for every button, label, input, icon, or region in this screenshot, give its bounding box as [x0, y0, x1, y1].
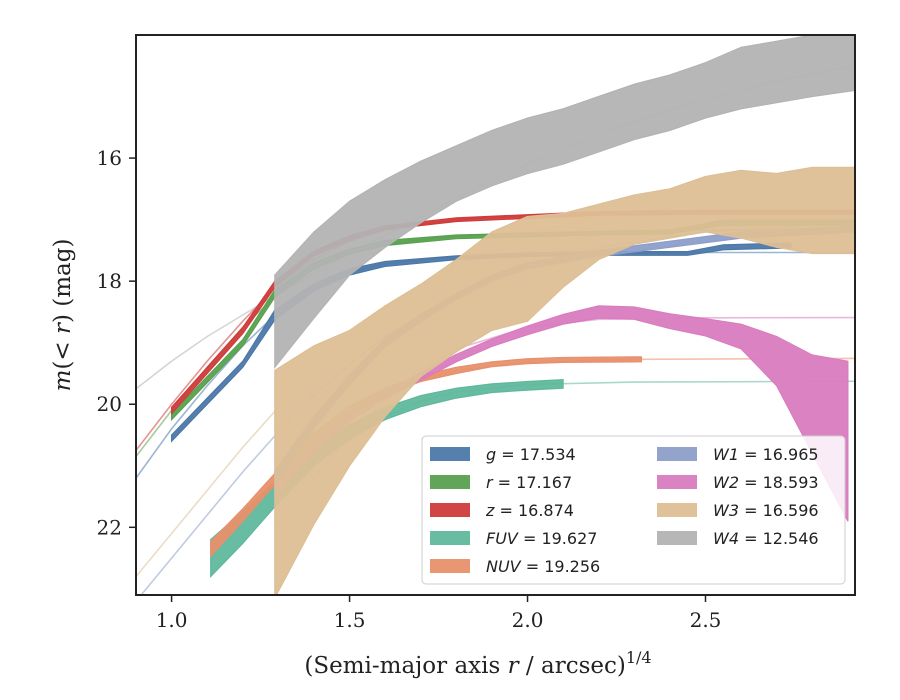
legend-swatch-w3: [657, 503, 697, 517]
x-axis-label: (Semi-major axis r / arcsec)1/4: [304, 648, 651, 679]
legend-swatch-fuv: [430, 531, 470, 545]
legend-label-fuv: FUV = 19.627: [486, 529, 597, 548]
legend-label-g: g = 17.534: [486, 445, 576, 464]
data-band-w3: [274, 166, 855, 595]
data-band-w2: [274, 305, 849, 522]
data-bands: [171, 35, 855, 595]
legend-swatch-w4: [657, 531, 697, 545]
x-axis-ticks: 1.0 1.5 2.0 2.5: [156, 595, 722, 632]
y-axis-ticks: 16 18 20 22: [97, 146, 136, 539]
legend-label-nuv: NUV = 19.256: [486, 557, 600, 576]
data-band-w4: [274, 35, 855, 370]
legend-label-r: r = 17.167: [486, 473, 572, 492]
x-tick-label: 1.5: [334, 608, 366, 632]
legend-swatch-w2: [657, 475, 697, 489]
x-tick-label: 2.0: [512, 608, 544, 632]
x-tick-label: 2.5: [690, 608, 722, 632]
legend-swatch-z: [430, 503, 470, 517]
legend-label-w2: W2 = 18.593: [713, 473, 819, 492]
legend-swatch-nuv: [430, 559, 470, 573]
y-tick-label: 20: [97, 392, 122, 416]
legend: g = 17.534 r = 17.167 z = 16.874 FUV = 19.6…: [421, 435, 846, 585]
legend-swatch-w1: [657, 447, 697, 461]
y-tick-label: 22: [97, 515, 122, 539]
y-tick-label: 18: [97, 269, 122, 293]
legend-label-w4: W4 = 12.546: [713, 529, 819, 548]
legend-swatch-r: [430, 475, 470, 489]
legend-swatch-g: [430, 447, 470, 461]
legend-label-w1: W1 = 16.965: [713, 445, 819, 464]
legend-label-z: z = 16.874: [485, 501, 574, 520]
x-tick-label: 1.0: [156, 608, 188, 632]
y-axis-label: m(< r) (mag): [50, 239, 76, 392]
legend-label-w3: W3 = 16.596: [713, 501, 819, 520]
y-tick-label: 16: [97, 146, 122, 170]
plot-frame: [135, 34, 856, 596]
legend-box: [421, 435, 846, 585]
